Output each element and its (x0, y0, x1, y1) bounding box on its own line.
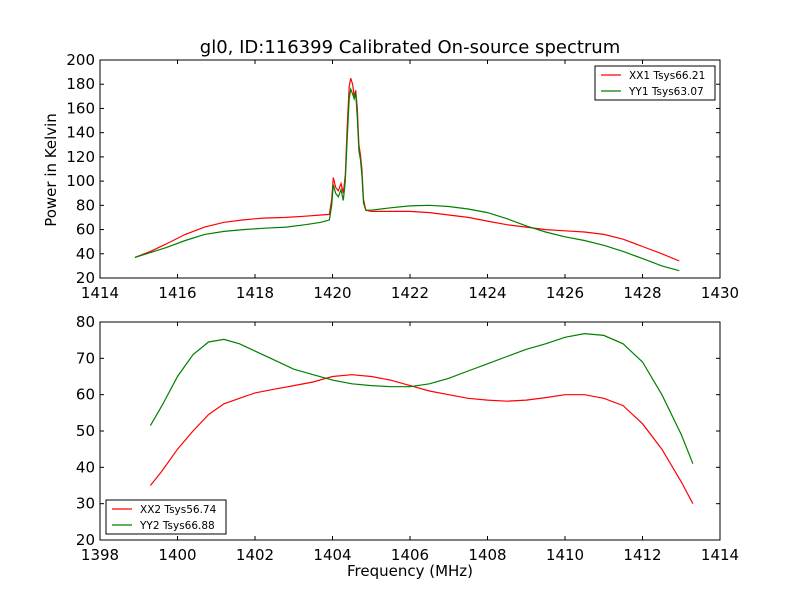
top-plot-y-tick-label: 80 (76, 196, 95, 214)
bottom-plot-x-tick-label: 1410 (546, 546, 584, 564)
top-plot-y-tick-label: 200 (66, 51, 95, 69)
top-plot-y-tick-label: 160 (66, 99, 95, 117)
top-plot-y-tick-label: 40 (76, 245, 95, 263)
bottom-plot-legend-label-1: XX2 Tsys56.74 (140, 504, 217, 516)
bottom-plot-legend: XX2 Tsys56.74 YY2 Tsys66.88 (105, 499, 227, 535)
top-plot-y-axis-label: Power in Kelvin (42, 113, 60, 227)
bottom-plot-legend-box (105, 499, 227, 535)
bottom-plot-series-line-2 (149, 332, 694, 464)
top-plot-series-group (134, 78, 680, 272)
top-plot-x-tick-label: 1418 (236, 284, 274, 302)
bottom-plot-y-tick-label: 80 (76, 313, 95, 331)
top-plot-x-tick-label: 1422 (391, 284, 429, 302)
top-plot-y-tick-label: 180 (66, 75, 95, 93)
top-plot-x-tick-label: 1420 (313, 284, 351, 302)
top-plot-x-tick-label: 1416 (158, 284, 196, 302)
top-plot-title: gl0, ID:116399 Calibrated On-source spec… (200, 37, 620, 58)
top-plot-legend: XX1 Tsys66.21 YY1 Tsys63.07 (594, 65, 716, 101)
bottom-plot-y-tick-label: 40 (76, 458, 95, 476)
top-plot-x-tick-label: 1428 (623, 284, 661, 302)
top-plot-x-tick-label: 1424 (468, 284, 506, 302)
top-plot-legend-label-2: YY1 Tsys63.07 (628, 86, 704, 98)
top-plot-y-tick-label: 120 (66, 148, 95, 166)
top-plot-x-tick-label: 1414 (81, 284, 119, 302)
bottom-plot-ticks: 1398 1400 1402 1404 1406 1408 1410 1412 1414 20 30… (76, 313, 739, 564)
bottom-plot-x-axis-label: Frequency (MHz) (347, 562, 473, 580)
bottom-plot-x-tick-label: 1414 (701, 546, 739, 564)
bottom-plot-series-line-1 (149, 374, 694, 504)
top-plot-panel: gl0, ID:116399 Calibrated On-source spec… (42, 37, 739, 302)
bottom-plot-x-tick-label: 1404 (313, 546, 351, 564)
bottom-plot-x-tick-label: 1406 (391, 546, 429, 564)
bottom-plot-x-tick-label: 1400 (158, 546, 196, 564)
top-plot-y-tick-label: 60 (76, 221, 95, 239)
bottom-plot-y-tick-label: 30 (76, 495, 95, 513)
top-plot-legend-box (594, 65, 716, 101)
top-plot-legend-label-1: XX1 Tsys66.21 (629, 70, 705, 82)
bottom-plot-y-tick-label: 50 (76, 422, 95, 440)
bottom-plot-panel: Frequency (MHz) 1398 1400 1402 1404 1406 1408… (76, 313, 739, 580)
bottom-plot-y-tick-label: 70 (76, 349, 95, 367)
top-plot-x-tick-label: 1426 (546, 284, 584, 302)
top-plot-y-tick-label: 140 (66, 124, 95, 142)
top-plot-y-tick-label: 20 (76, 269, 95, 287)
bottom-plot-y-tick-label: 60 (76, 386, 95, 404)
bottom-plot-series-group (149, 332, 694, 504)
top-plot-x-tick-label: 1430 (701, 284, 739, 302)
bottom-plot-y-tick-label: 20 (76, 531, 95, 549)
top-plot-series-line-1 (134, 78, 680, 262)
top-plot-ticks: 1414 1416 1418 1420 1422 1424 1426 1428 1430 20 40… (66, 51, 739, 302)
bottom-plot-legend-label-2: YY2 Tsys66.88 (139, 520, 215, 532)
bottom-plot-x-tick-label: 1402 (236, 546, 274, 564)
top-plot-y-tick-label: 100 (66, 172, 95, 190)
bottom-plot-x-tick-label: 1398 (81, 546, 119, 564)
top-plot-series-line-2 (134, 86, 680, 272)
bottom-plot-x-tick-label: 1408 (468, 546, 506, 564)
bottom-plot-x-tick-label: 1412 (623, 546, 661, 564)
